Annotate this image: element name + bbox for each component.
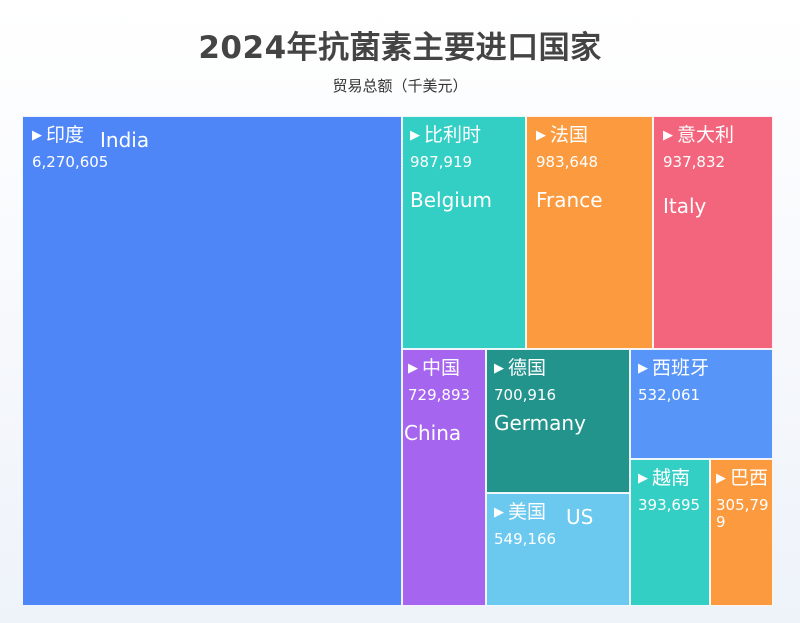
cell-label: ▶ 印度 xyxy=(32,126,84,145)
expand-arrow-icon: ▶ xyxy=(494,505,504,520)
cell-value: 549,166 xyxy=(494,530,557,548)
cell-name: 比利时 xyxy=(424,124,482,146)
treemap-cell-italy[interactable]: ▶ 意大利 937,832 Italy xyxy=(653,116,773,349)
cell-name: 巴西 xyxy=(730,467,769,489)
cell-value: 729,893 xyxy=(408,386,471,404)
expand-arrow-icon: ▶ xyxy=(716,471,726,486)
expand-arrow-icon: ▶ xyxy=(32,128,42,143)
cell-label: ▶ 德国 xyxy=(494,359,546,378)
treemap-cell-china[interactable]: ▶ 中国 729,893 China xyxy=(402,349,486,606)
cell-english-name: Belgium xyxy=(410,188,492,212)
treemap-cell-belgium[interactable]: ▶ 比利时 987,919 Belgium xyxy=(402,116,526,349)
cell-value: 983,648 xyxy=(536,153,599,171)
cell-label: ▶ 比利时 xyxy=(410,126,481,145)
cell-english-name: China xyxy=(404,421,462,445)
cell-name: 中国 xyxy=(422,357,461,379)
expand-arrow-icon: ▶ xyxy=(408,361,418,376)
cell-english-name: Italy xyxy=(663,194,707,218)
cell-name: 越南 xyxy=(652,467,691,489)
expand-arrow-icon: ▶ xyxy=(638,361,648,376)
cell-label: ▶ 法国 xyxy=(536,126,588,145)
cell-name: 德国 xyxy=(508,357,547,379)
treemap-cell-item-9[interactable]: ▶ 巴西 305,79 9 xyxy=(710,459,773,606)
expand-arrow-icon: ▶ xyxy=(494,361,504,376)
expand-arrow-icon: ▶ xyxy=(410,128,420,143)
cell-label: ▶ 中国 xyxy=(408,359,460,378)
chart-title: 2024年抗菌素主要进口国家 xyxy=(198,30,602,66)
treemap-cell-germany[interactable]: ▶ 德国 700,916 Germany xyxy=(486,349,630,493)
cell-value: 305,79 9 xyxy=(716,496,769,532)
expand-arrow-icon: ▶ xyxy=(638,471,648,486)
cell-label: ▶ 西班牙 xyxy=(638,359,709,378)
cell-name: 西班牙 xyxy=(652,357,710,379)
cell-value: 532,061 xyxy=(638,386,701,404)
expand-arrow-icon: ▶ xyxy=(663,128,673,143)
cell-english-name: France xyxy=(536,188,603,212)
cell-value: 6,270,605 xyxy=(32,153,109,171)
cell-label: ▶ 巴西 xyxy=(716,469,768,488)
treemap-cell-india[interactable]: ▶ 印度 6,270,605 India xyxy=(22,116,402,606)
cell-value: 937,832 xyxy=(663,153,726,171)
treemap-cell-item-8[interactable]: ▶ 越南 393,695 xyxy=(630,459,710,606)
chart-subtitle: 贸易总额（千美元） xyxy=(332,77,468,95)
cell-name: 意大利 xyxy=(677,124,735,146)
treemap-cell-item-6[interactable]: ▶ 西班牙 532,061 xyxy=(630,349,773,459)
cell-name: 法国 xyxy=(550,124,589,146)
cell-name: 印度 xyxy=(46,124,85,146)
cell-label: ▶ 意大利 xyxy=(663,126,734,145)
treemap-cell-us[interactable]: ▶ 美国 549,166 US xyxy=(486,493,630,606)
cell-label: ▶ 越南 xyxy=(638,469,690,488)
cell-english-name: India xyxy=(100,128,150,152)
cell-english-name: US xyxy=(566,505,594,529)
treemap-cell-france[interactable]: ▶ 法国 983,648 France xyxy=(526,116,653,349)
cell-value: 987,919 xyxy=(410,153,473,171)
cell-value: 700,916 xyxy=(494,386,557,404)
cell-value: 393,695 xyxy=(638,496,701,514)
cell-name: 美国 xyxy=(508,501,547,523)
cell-label: ▶ 美国 xyxy=(494,503,546,522)
cell-english-name: Germany xyxy=(494,411,586,435)
expand-arrow-icon: ▶ xyxy=(536,128,546,143)
